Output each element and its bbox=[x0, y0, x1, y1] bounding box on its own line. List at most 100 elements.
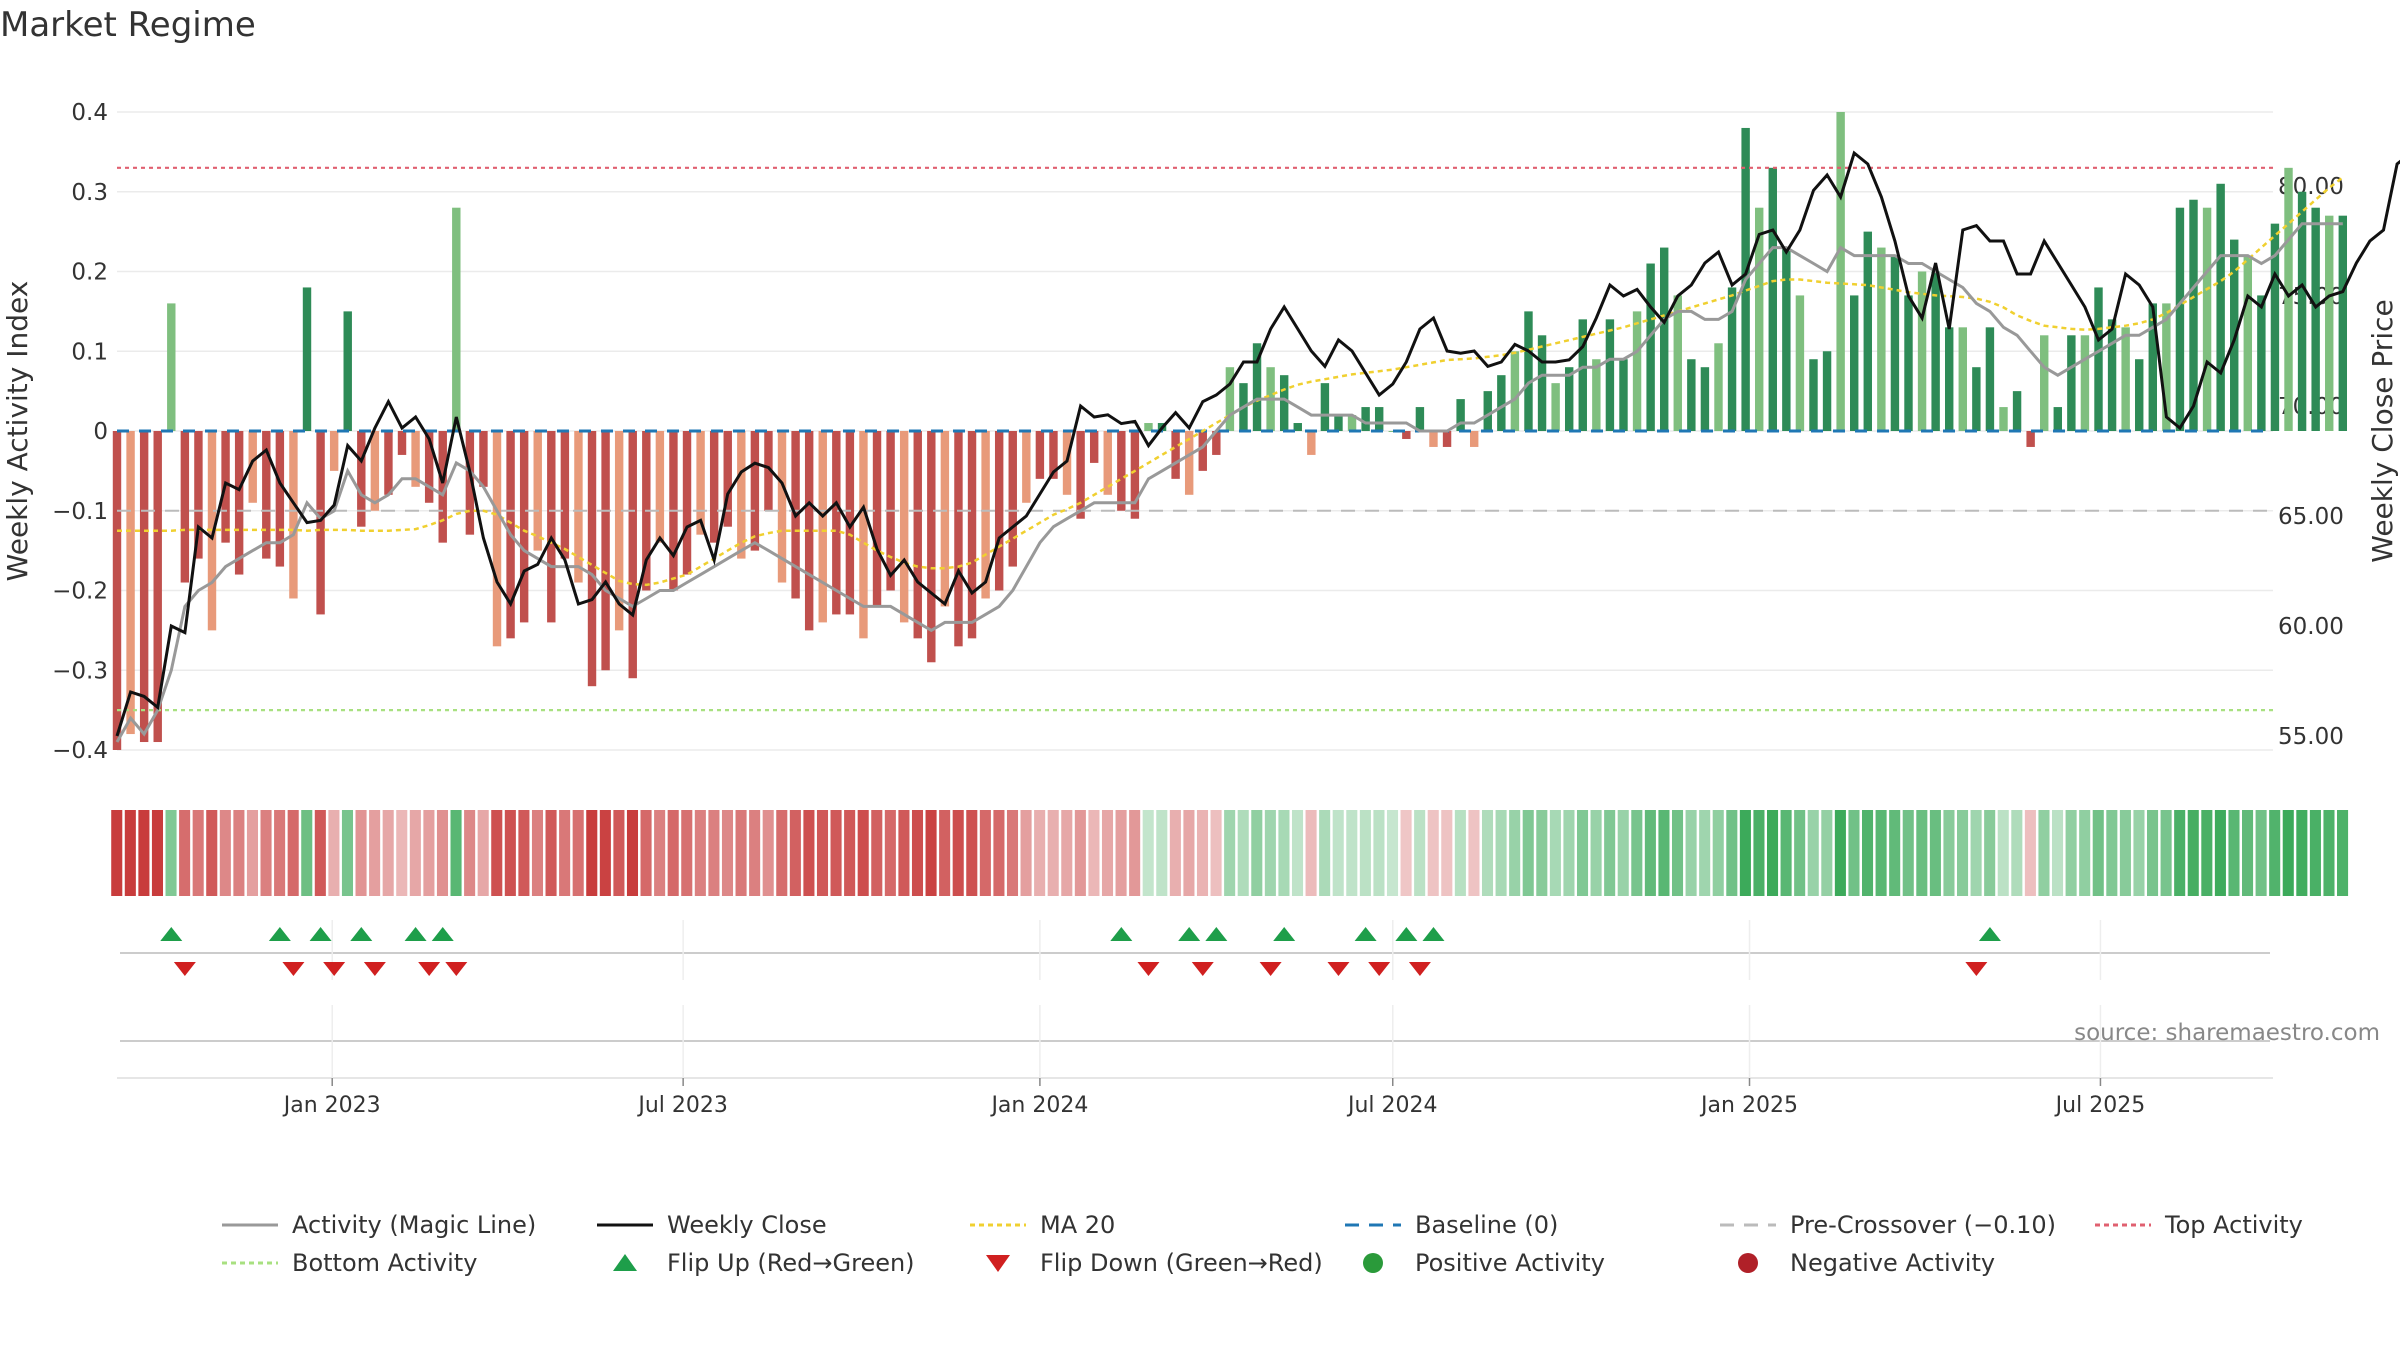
activity-bar bbox=[737, 431, 746, 559]
activity-bar bbox=[112, 431, 122, 750]
flip-up-marker bbox=[1273, 927, 1296, 941]
regime-strip-cell bbox=[2024, 810, 2036, 896]
flip-up-marker bbox=[309, 927, 332, 941]
flip-marker-panel bbox=[120, 920, 2270, 980]
activity-bar bbox=[1768, 167, 1777, 431]
activity-bar bbox=[777, 431, 787, 583]
regime-strip-cell bbox=[423, 810, 435, 896]
activity-bar bbox=[167, 303, 176, 431]
regime-strip-cell bbox=[1386, 810, 1399, 896]
activity-bar bbox=[2026, 431, 2035, 447]
flip-down-marker bbox=[1327, 962, 1350, 976]
regime-strip-cell bbox=[857, 810, 869, 896]
regime-strip-cell bbox=[939, 810, 951, 896]
activity-bar bbox=[1307, 431, 1316, 455]
activity-bar bbox=[1836, 112, 1845, 431]
flip-up-marker bbox=[1978, 927, 2001, 941]
activity-bar bbox=[2311, 207, 2320, 431]
legend-label: Flip Up (Red→Green) bbox=[667, 1249, 915, 1277]
regime-strip-cell bbox=[1984, 810, 1996, 896]
legend-label: Activity (Magic Line) bbox=[292, 1211, 536, 1239]
activity-bar bbox=[2175, 207, 2185, 431]
activity-bar bbox=[1850, 295, 1859, 431]
legend-label: Bottom Activity bbox=[292, 1249, 477, 1277]
flip-up-marker bbox=[1205, 927, 1228, 941]
activity-bar bbox=[1415, 407, 1425, 431]
activity-bar bbox=[723, 431, 732, 527]
regime-strip-cell bbox=[138, 810, 150, 896]
x-tick-label: Jan 2024 bbox=[989, 1093, 1088, 1118]
regime-strip-cell bbox=[1766, 810, 1779, 896]
regime-strip-cell bbox=[2242, 810, 2254, 896]
flip-up-marker bbox=[1178, 927, 1201, 941]
activity-bar bbox=[1537, 335, 1547, 431]
flip-down-marker bbox=[1408, 962, 1431, 976]
activity-bar bbox=[1687, 359, 1696, 431]
regime-strip-cell bbox=[369, 810, 381, 896]
activity-bar bbox=[967, 431, 977, 639]
activity-bar bbox=[384, 431, 393, 495]
y2-tick-label: 60.00 bbox=[2278, 614, 2344, 640]
regime-strip-cell bbox=[572, 810, 584, 896]
regime-strip-cell bbox=[721, 810, 734, 896]
y2-axis-label: Weekly Close Price bbox=[2366, 299, 2399, 562]
activity-bar bbox=[804, 431, 814, 631]
legend-item: Positive Activity bbox=[1363, 1249, 1605, 1277]
regime-strip-cell bbox=[1251, 810, 1263, 896]
regime-strip-cell bbox=[504, 810, 516, 896]
legend-label: Flip Down (Green→Red) bbox=[1040, 1249, 1323, 1277]
activity-bar bbox=[357, 431, 366, 527]
activity-bar bbox=[2053, 407, 2062, 431]
flip-down-marker bbox=[1368, 962, 1391, 976]
activity-bar bbox=[655, 431, 665, 543]
y2-tick-label: 65.00 bbox=[2278, 504, 2344, 530]
y-tick-label: 0.4 bbox=[71, 100, 108, 126]
regime-strip-cell bbox=[1034, 810, 1046, 896]
legend-item: Negative Activity bbox=[1738, 1249, 1995, 1277]
legend-item: Flip Up (Red→Green) bbox=[613, 1249, 915, 1277]
activity-bar bbox=[1958, 327, 1967, 431]
activity-bar bbox=[1551, 383, 1560, 431]
activity-bar bbox=[954, 431, 963, 647]
regime-strip-cell bbox=[1902, 810, 1914, 896]
regime-strip-cell bbox=[2092, 810, 2104, 896]
regime-strip-cell bbox=[1671, 810, 1684, 896]
regime-strip-cell bbox=[681, 810, 693, 896]
regime-strip-cell bbox=[1916, 810, 1928, 896]
activity-bar bbox=[329, 431, 339, 471]
regime-strip-cell bbox=[1821, 810, 1833, 896]
regime-strip-cell bbox=[2296, 810, 2308, 896]
activity-bar bbox=[1374, 407, 1384, 431]
activity-bar bbox=[1904, 295, 1913, 431]
activity-bar bbox=[1279, 375, 1289, 431]
regime-strip-cell bbox=[1590, 810, 1602, 896]
regime-strip-cell bbox=[1359, 810, 1371, 896]
legend-label: Baseline (0) bbox=[1415, 1211, 1558, 1239]
regime-strip-cell bbox=[2269, 810, 2281, 896]
activity-bar bbox=[370, 431, 380, 511]
regime-strip-cell bbox=[708, 810, 720, 896]
activity-bar bbox=[574, 431, 583, 583]
regime-strip-cell bbox=[2187, 810, 2199, 896]
activity-bar bbox=[1293, 423, 1302, 431]
activity-bar bbox=[533, 431, 542, 551]
activity-bar bbox=[2148, 303, 2157, 431]
regime-strip-cell bbox=[871, 810, 883, 896]
legend-item: Flip Down (Green→Red) bbox=[986, 1249, 1323, 1277]
regime-strip-cell bbox=[1319, 810, 1331, 896]
regime-strip-cell bbox=[626, 810, 639, 896]
regime-strip-cell bbox=[1264, 810, 1276, 896]
regime-strip-cell bbox=[1101, 810, 1114, 896]
y2-tick-label: 55.00 bbox=[2278, 724, 2344, 750]
activity-bar bbox=[1890, 255, 1900, 431]
activity-bar bbox=[1524, 311, 1533, 431]
legend-item: MA 20 bbox=[970, 1211, 1115, 1239]
regime-strip-cell bbox=[2065, 810, 2077, 896]
flip-up-marker bbox=[160, 927, 183, 941]
activity-bar bbox=[1659, 247, 1669, 431]
regime-strip-cell bbox=[2282, 810, 2294, 896]
regime-strip-cell bbox=[355, 810, 367, 896]
activity-bar bbox=[1117, 431, 1126, 511]
activity-bar bbox=[2162, 303, 2171, 431]
activity-bar bbox=[1008, 431, 1017, 567]
